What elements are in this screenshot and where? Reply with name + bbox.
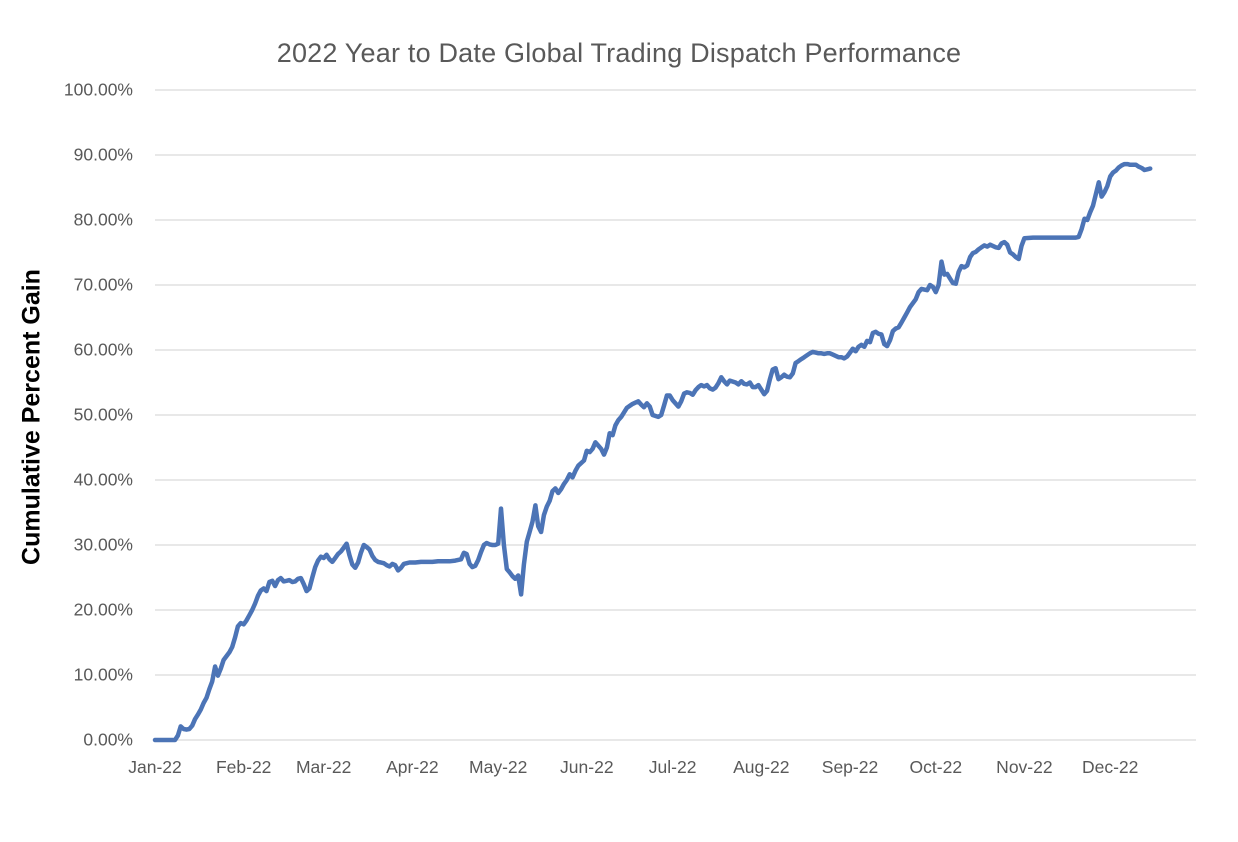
x-tick-label: Aug-22 [733,757,790,777]
y-tick-label: 40.00% [73,469,133,490]
y-tick-label: 90.00% [73,144,133,165]
y-tick-label: 80.00% [73,209,133,230]
y-tick-label: 0.00% [83,729,133,750]
x-tick-label: Sep-22 [821,757,879,777]
y-tick-label: 50.00% [73,404,133,425]
x-tick-label: Feb-22 [215,757,272,777]
x-tick-label: Jul-22 [648,757,697,777]
x-tick-label: Mar-22 [295,757,352,777]
x-tick-label: Oct-22 [909,757,963,777]
y-tick-label: 20.00% [73,599,133,620]
y-tick-label: 60.00% [73,339,133,360]
chart-title: 2022 Year to Date Global Trading Dispatc… [276,38,962,68]
x-tick-label: Apr-22 [386,757,439,777]
y-tick-label: 100.00% [63,79,133,100]
x-tick-label: Jun-22 [560,757,614,777]
y-tick-label: 10.00% [73,664,133,685]
y-tick-label: 70.00% [73,274,133,295]
performance-line [152,161,1153,743]
x-tick-label: Nov-22 [996,757,1053,777]
x-tick-label: May-22 [469,757,528,777]
x-tick-label: Dec-22 [1081,757,1139,777]
y-tick-label: 30.00% [73,534,133,555]
x-tick-label: Jan-22 [128,757,182,777]
